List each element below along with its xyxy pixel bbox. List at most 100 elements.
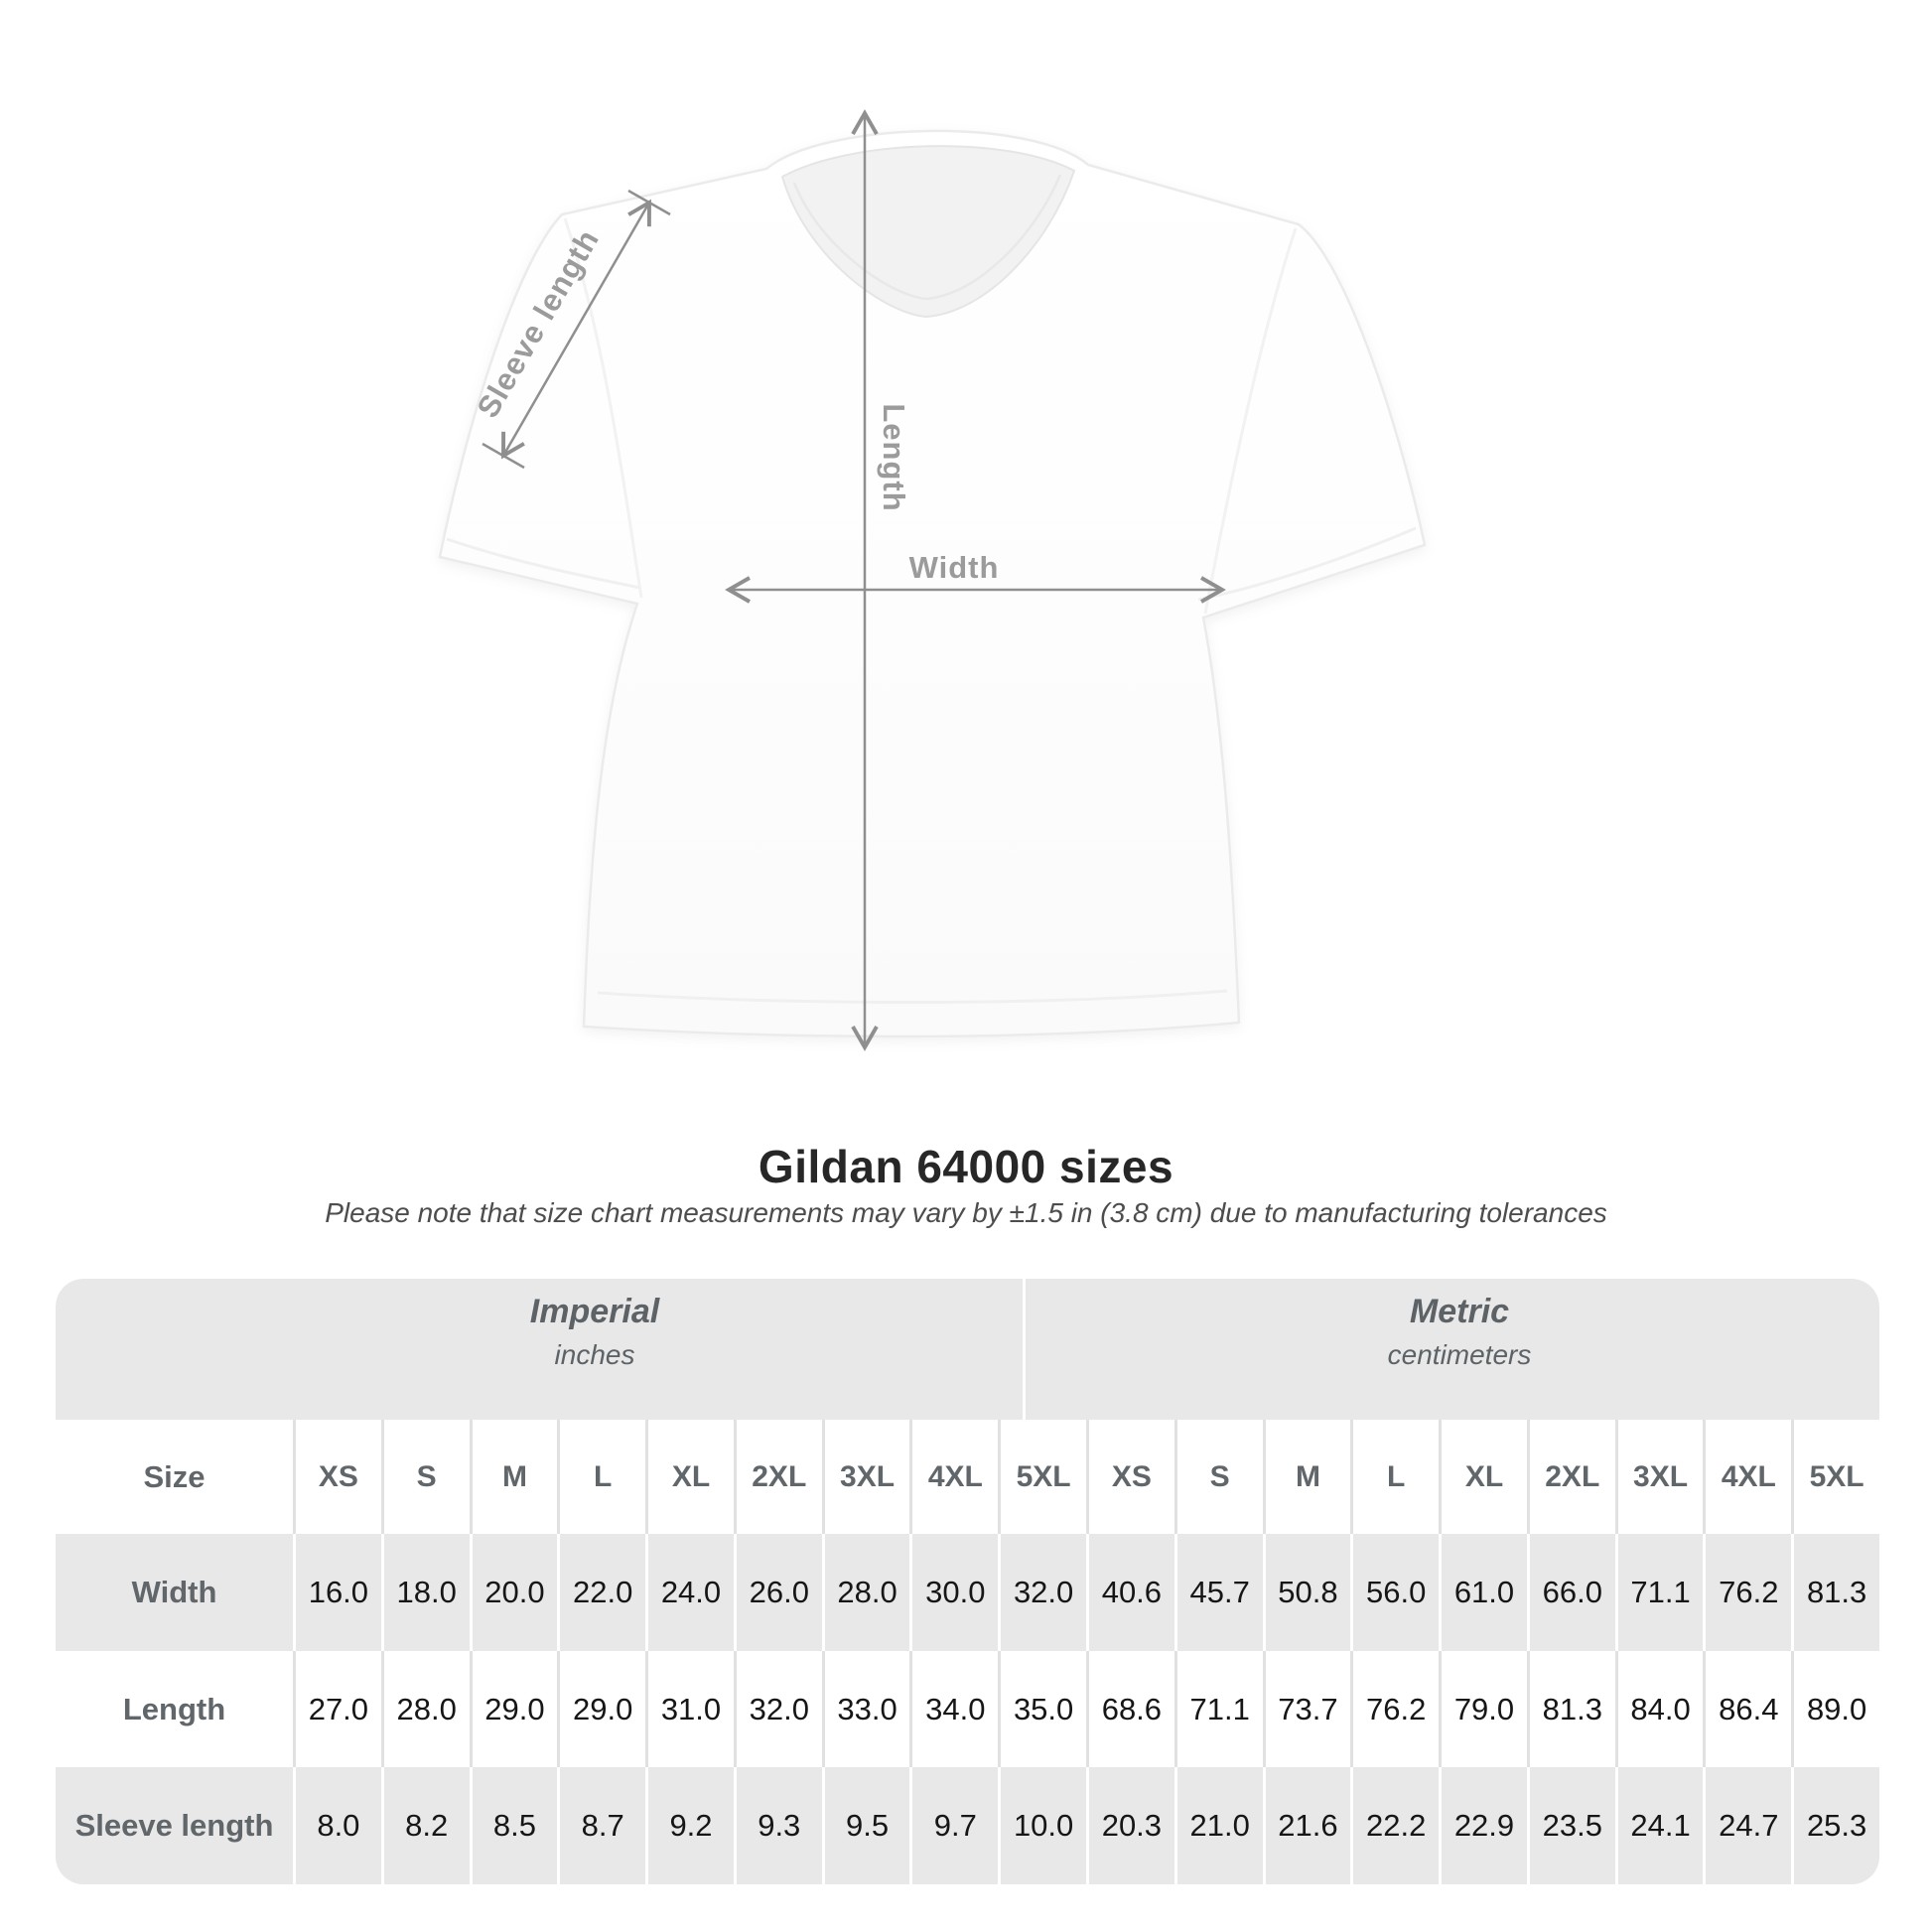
value-cell: 71.1 [1614, 1534, 1704, 1651]
hem-seam [597, 989, 1228, 1004]
value-cell: 29.0 [557, 1651, 646, 1767]
width-label: Width [909, 550, 1000, 585]
size-header-imperial-xs: XS [293, 1420, 381, 1534]
size-header-imperial-l: L [557, 1420, 646, 1534]
metric-band: Metric centimeters [1026, 1279, 1879, 1420]
size-header-imperial-4xl: 4XL [909, 1420, 999, 1534]
value-cell: 33.0 [821, 1651, 910, 1767]
row-label: Width [56, 1534, 293, 1651]
value-cell: 76.2 [1703, 1534, 1792, 1651]
metric-unit-label: centimeters [1387, 1339, 1532, 1370]
tshirt-diagram: Width Length Sleeve length [438, 109, 1427, 1051]
value-cell: 81.3 [1791, 1534, 1879, 1651]
value-cell: 84.0 [1614, 1651, 1704, 1767]
size-header-metric-xs: XS [1086, 1420, 1174, 1534]
value-cell: 32.0 [733, 1651, 822, 1767]
value-cell: 26.0 [733, 1534, 822, 1651]
size-header-imperial-s: S [380, 1420, 470, 1534]
table-row-sizes: Size XS S M L XL 2XL 3XL 4XL 5XL XS S M L XL 2XL 3XL 4XL 5… [56, 1420, 1879, 1534]
imperial-unit-label: inches [554, 1339, 635, 1370]
size-header-metric-l: L [1350, 1420, 1440, 1534]
value-cell: 76.2 [1350, 1651, 1440, 1767]
value-cell: 8.2 [380, 1767, 470, 1884]
value-cell: 24.0 [645, 1534, 734, 1651]
value-cell: 28.0 [380, 1651, 470, 1767]
value-cell: 24.7 [1703, 1767, 1792, 1884]
value-cell: 89.0 [1791, 1651, 1879, 1767]
value-cell: 68.6 [1086, 1651, 1174, 1767]
length-label: Length [877, 403, 911, 511]
value-cell: 9.2 [645, 1767, 734, 1884]
value-cell: 22.2 [1350, 1767, 1440, 1884]
imperial-band: Imperial inches [56, 1279, 1023, 1420]
size-header-imperial-m: M [469, 1420, 558, 1534]
size-header-imperial-xl: XL [645, 1420, 734, 1534]
value-cell: 28.0 [821, 1534, 910, 1651]
size-column-header: Size [56, 1420, 293, 1534]
table-row-width: Width 16.0 18.0 20.0 22.0 24.0 26.0 28.0 30.0 32.… [56, 1534, 1879, 1651]
value-cell: 79.0 [1439, 1651, 1527, 1767]
size-header-imperial-5xl: 5XL [998, 1420, 1086, 1534]
value-cell: 34.0 [909, 1651, 999, 1767]
value-cell: 50.8 [1262, 1534, 1351, 1651]
measurement-annotations [482, 109, 1226, 1051]
value-cell: 22.9 [1439, 1767, 1527, 1884]
value-cell: 10.0 [998, 1767, 1086, 1884]
sleeve-arrow-end-tick-bottom [482, 442, 525, 470]
value-cell: 24.1 [1614, 1767, 1704, 1884]
value-cell: 9.5 [821, 1767, 910, 1884]
value-cell: 66.0 [1526, 1534, 1615, 1651]
value-cell: 31.0 [645, 1651, 734, 1767]
value-cell: 16.0 [293, 1534, 381, 1651]
size-header-metric-5xl: 5XL [1791, 1420, 1879, 1534]
page-title: Gildan 64000 sizes [758, 1141, 1174, 1192]
value-cell: 27.0 [293, 1651, 381, 1767]
value-cell: 8.5 [469, 1767, 558, 1884]
value-cell: 71.1 [1173, 1651, 1263, 1767]
value-cell: 20.0 [469, 1534, 558, 1651]
value-cell: 30.0 [909, 1534, 999, 1651]
value-cell: 40.6 [1086, 1534, 1174, 1651]
tolerance-note: Please note that size chart measurements… [325, 1197, 1607, 1228]
collar-rib-seam [792, 174, 1062, 301]
right-armhole-seam [1203, 227, 1298, 615]
value-cell: 45.7 [1173, 1534, 1263, 1651]
size-header-metric-s: S [1173, 1420, 1263, 1534]
table-row-sleeve-length: Sleeve length 8.0 8.2 8.5 8.7 9.2 9.3 9.5 9.7 10.… [56, 1767, 1879, 1884]
value-cell: 23.5 [1526, 1767, 1615, 1884]
size-header-metric-4xl: 4XL [1703, 1420, 1792, 1534]
size-header-metric-xl: XL [1439, 1420, 1527, 1534]
size-header-metric-3xl: 3XL [1614, 1420, 1704, 1534]
value-cell: 61.0 [1439, 1534, 1527, 1651]
value-cell: 8.0 [293, 1767, 381, 1884]
value-cell: 73.7 [1262, 1651, 1351, 1767]
size-header-imperial-3xl: 3XL [821, 1420, 910, 1534]
value-cell: 9.7 [909, 1767, 999, 1884]
value-cell: 32.0 [998, 1534, 1086, 1651]
row-label: Sleeve length [56, 1767, 293, 1884]
size-header-metric-m: M [1262, 1420, 1351, 1534]
size-table: Imperial inches Metric centimeters Size X… [56, 1279, 1879, 1884]
value-cell: 25.3 [1791, 1767, 1879, 1884]
value-cell: 21.6 [1262, 1767, 1351, 1884]
value-cell: 21.0 [1173, 1767, 1263, 1884]
imperial-group-heading: Imperial [529, 1293, 660, 1330]
value-cell: 35.0 [998, 1651, 1086, 1767]
value-cell: 9.3 [733, 1767, 822, 1884]
right-sleeve-seam [1197, 526, 1417, 602]
size-header-metric-2xl: 2XL [1526, 1420, 1615, 1534]
sleeve-arrow-end-tick-top [627, 189, 671, 216]
row-label: Length [56, 1651, 293, 1767]
value-cell: 18.0 [380, 1534, 470, 1651]
value-cell: 20.3 [1086, 1767, 1174, 1884]
left-sleeve-seam [446, 537, 641, 590]
value-cell: 81.3 [1526, 1651, 1615, 1767]
value-cell: 8.7 [557, 1767, 646, 1884]
value-cell: 56.0 [1350, 1534, 1440, 1651]
value-cell: 22.0 [557, 1534, 646, 1651]
metric-group-heading: Metric [1409, 1293, 1510, 1330]
value-cell: 86.4 [1703, 1651, 1792, 1767]
value-cell: 29.0 [469, 1651, 558, 1767]
sleeve-length-arrow [501, 199, 651, 460]
